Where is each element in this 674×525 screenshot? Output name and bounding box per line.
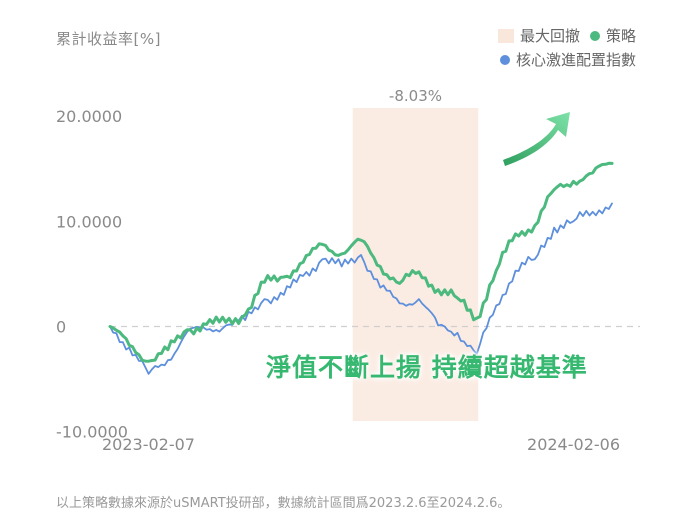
footnote: 以上策略數據來源於uSMART投研部，數據統計區間爲2023.2.6至2024.… <box>56 496 511 511</box>
legend-label-index: 核心激進配置指數 <box>515 51 636 69</box>
trend-arrow-icon <box>503 112 570 166</box>
y-tick-label: 0 <box>56 318 66 337</box>
x-tick-label: 2023-02-07 <box>102 435 195 454</box>
strategy-line <box>108 161 614 363</box>
y-tick-label: 10.0000 <box>56 212 122 231</box>
callout-headline: 淨值不斷上揚 持續超越基準 <box>266 353 588 382</box>
drawdown-swatch-icon <box>497 29 514 43</box>
x-tick-label: 2024-02-06 <box>527 435 620 454</box>
legend-item-drawdown[interactable]: 最大回撤 <box>497 24 580 48</box>
legend-item-index[interactable]: 核心激進配置指數 <box>499 48 636 72</box>
index-line <box>109 202 613 375</box>
drawdown-band <box>352 108 479 421</box>
legend-label-strategy: 策略 <box>605 27 636 45</box>
legend: 最大回撤 策略 核心激進配置指數 <box>497 24 636 72</box>
y-axis-label: 累計收益率[%] <box>56 30 161 48</box>
strategy-dot-icon <box>589 31 600 41</box>
legend-label-drawdown: 最大回撤 <box>519 27 580 45</box>
y-tick-label: -10.0000 <box>56 423 128 442</box>
index-dot-icon <box>499 55 510 65</box>
y-tick-label: 20.0000 <box>56 107 122 126</box>
legend-item-strategy[interactable]: 策略 <box>589 24 636 48</box>
drawdown-value-label: -8.03% <box>389 87 442 105</box>
